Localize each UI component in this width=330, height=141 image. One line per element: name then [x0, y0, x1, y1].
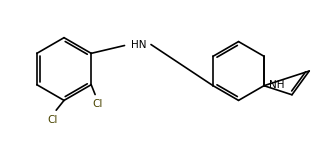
- Text: Cl: Cl: [92, 99, 102, 109]
- Text: NH: NH: [269, 80, 284, 90]
- Text: HN: HN: [130, 39, 146, 49]
- Text: Cl: Cl: [47, 115, 57, 125]
